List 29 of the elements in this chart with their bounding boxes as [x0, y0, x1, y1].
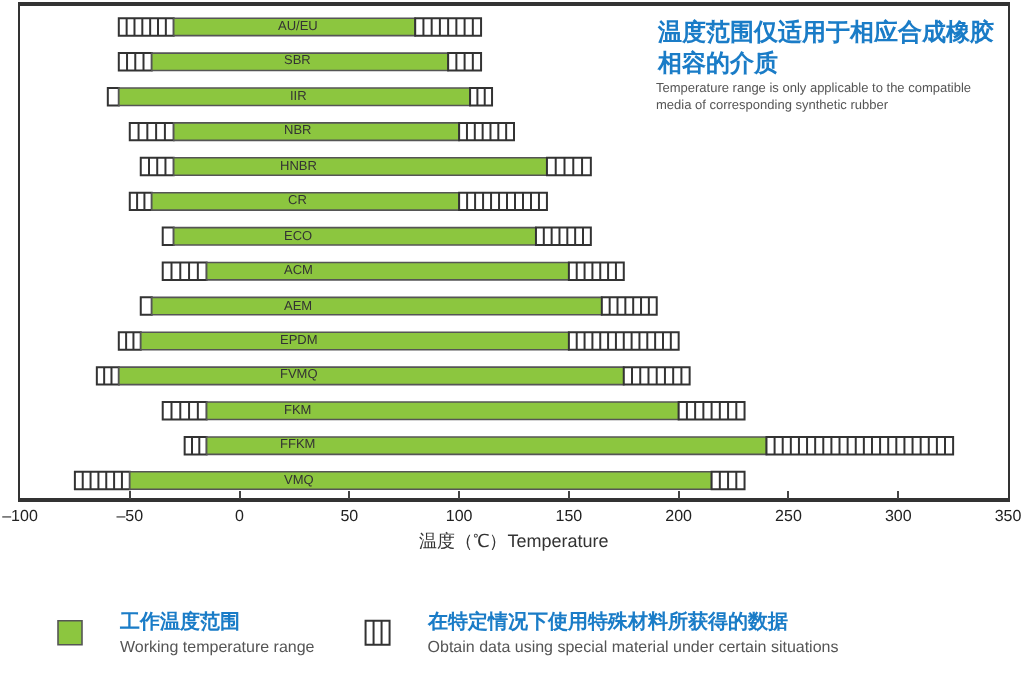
- bar: [150, 296, 603, 316]
- text: 温度范围仅适用于相应合成橡胶相容的介质: [656, 18, 994, 78]
- bar: [172, 17, 416, 37]
- x-axis-title: 温度（℃）Temperature: [419, 531, 609, 552]
- bar: [172, 122, 460, 142]
- bar: [118, 366, 625, 386]
- bar: [205, 436, 768, 456]
- x-tick-label: 100: [445, 506, 474, 525]
- bar: [139, 331, 570, 351]
- x-tick-label: 50: [340, 506, 360, 525]
- x-tick-label: 200: [665, 506, 694, 525]
- x-tick-label: 150: [555, 506, 584, 525]
- bar: [139, 296, 153, 316]
- bar: [118, 87, 471, 107]
- x-tick-label: 300: [884, 506, 913, 525]
- legend-label: 工作温度范围 Working temperature range: [118, 610, 316, 656]
- bar: [128, 471, 713, 491]
- x-tick-label: 250: [775, 506, 803, 525]
- bar: [205, 401, 680, 421]
- bar: [172, 226, 537, 246]
- x-tick-label: 350: [994, 506, 1023, 525]
- bar: [150, 191, 460, 211]
- bar: [205, 261, 570, 281]
- x-tick-label: 0: [235, 506, 246, 525]
- bar: [172, 156, 548, 177]
- legend-label: 在特定情况下使用特殊材料所获得的数据 Obtain data using special material under certain situations: [425, 610, 839, 656]
- bar: [150, 52, 449, 72]
- x-tick-label: –100: [2, 506, 39, 525]
- x-tick-label: –50: [116, 506, 145, 525]
